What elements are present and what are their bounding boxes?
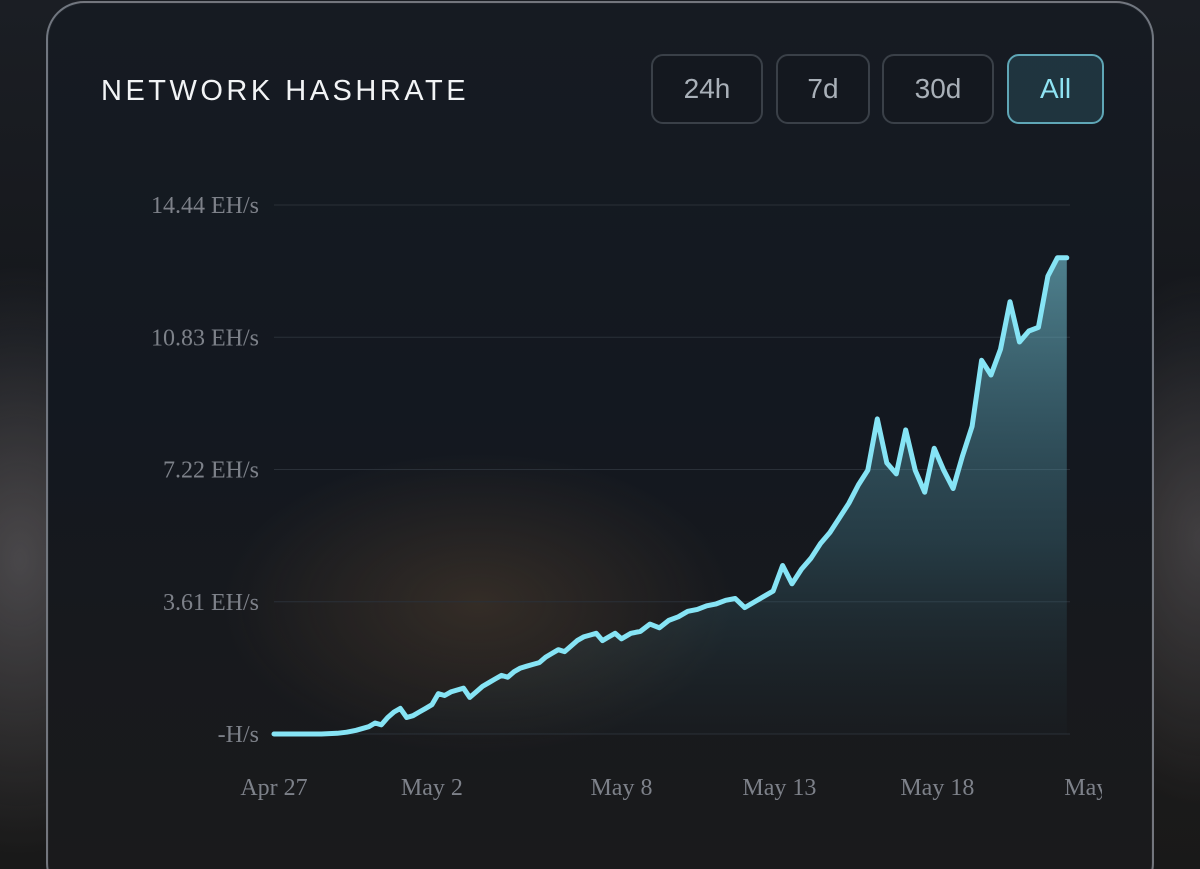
x-axis-ticks: Apr 27 May 2 May 8 May 13 May 18 May 2 [240, 775, 1126, 801]
series-area [274, 257, 1067, 734]
x-tick-label: May 18 [900, 775, 974, 801]
x-tick-label: May 8 [590, 775, 652, 801]
x-tick-label: Apr 27 [240, 775, 307, 801]
x-tick-label: May 2 [401, 775, 463, 801]
card-title: NETWORK HASHRATE [101, 75, 470, 107]
range-button-7d[interactable]: 7d [776, 54, 870, 124]
hashrate-card: NETWORK HASHRATE 24h 7d 30d All -H/s 3.61… [46, 1, 1154, 869]
x-tick-label: May 13 [742, 775, 816, 801]
series-layer [271, 255, 1070, 737]
y-tick-label: 3.61 EH/s [163, 590, 259, 616]
series-line [271, 255, 1070, 737]
range-button-all[interactable]: All [1007, 54, 1104, 124]
range-button-30d[interactable]: 30d [882, 54, 994, 124]
y-tick-label: 10.83 EH/s [151, 325, 259, 351]
hashrate-chart: -H/s 3.61 EH/s 7.22 EH/s 10.83 EH/s 14.44 EH… [151, 193, 1126, 801]
y-tick-label: -H/s [218, 722, 259, 748]
y-tick-label: 7.22 EH/s [163, 458, 259, 484]
range-button-24h[interactable]: 24h [651, 54, 763, 124]
x-tick-label: May 2 [1064, 775, 1126, 801]
y-axis-ticks: -H/s 3.61 EH/s 7.22 EH/s 10.83 EH/s 14.44 EH… [151, 193, 259, 748]
y-tick-label: 14.44 EH/s [151, 193, 259, 219]
